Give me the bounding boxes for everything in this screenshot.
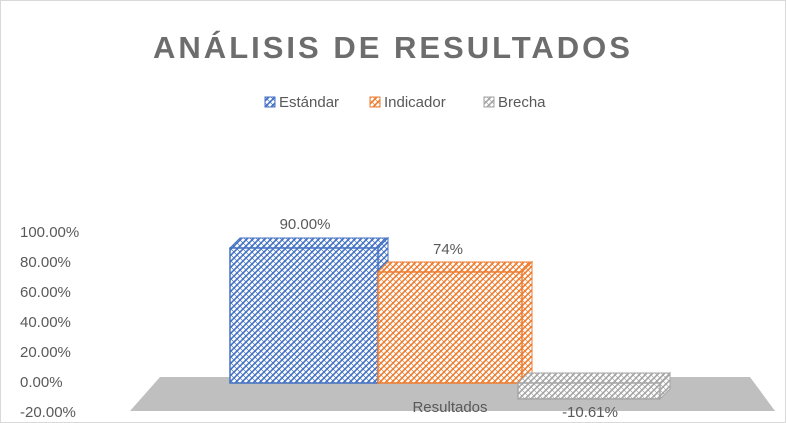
y-tick-label: 0.00% xyxy=(20,374,63,391)
y-tick-label: 60.00% xyxy=(20,284,71,301)
bar xyxy=(377,271,523,384)
data-label: -10.61% xyxy=(562,404,618,421)
y-tick-label: 20.00% xyxy=(20,344,71,361)
bar xyxy=(517,382,661,400)
legend-label: Brecha xyxy=(498,94,546,111)
legend-marker xyxy=(369,96,381,108)
y-tick-label: 40.00% xyxy=(20,314,71,331)
y-tick-label: -20.00% xyxy=(20,404,76,421)
legend-marker xyxy=(483,96,495,108)
bar xyxy=(229,247,379,384)
y-tick-label: 80.00% xyxy=(20,254,71,271)
legend-label: Indicador xyxy=(384,94,446,111)
bar-top xyxy=(516,372,672,384)
bar-top xyxy=(228,237,390,249)
x-tick-label: Resultados xyxy=(412,399,487,416)
data-label: 74% xyxy=(433,241,463,258)
chart-title: ANÁLISIS DE RESULTADOS xyxy=(153,30,633,65)
legend-label: Estándar xyxy=(279,94,339,111)
data-label: 90.00% xyxy=(280,216,331,233)
y-tick-label: 100.00% xyxy=(20,224,79,241)
legend-marker xyxy=(264,96,276,108)
bar-side xyxy=(521,260,533,385)
bar-top xyxy=(376,261,534,273)
